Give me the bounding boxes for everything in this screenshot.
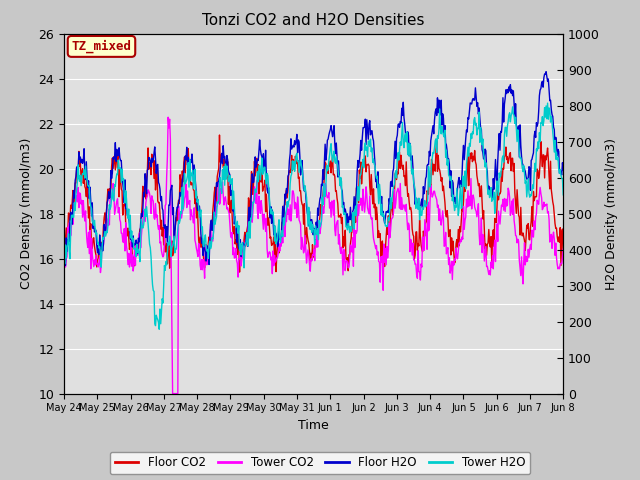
- Tower H2O: [60, 248, 68, 253]
- Floor H2O: [61, 263, 69, 268]
- Floor H2O: [513, 126, 521, 132]
- Line: Floor H2O: Floor H2O: [64, 72, 563, 265]
- Tower H2O: [194, 196, 202, 202]
- Floor CO2: [236, 269, 243, 275]
- Legend: Floor CO2, Tower CO2, Floor H2O, Tower H2O: Floor CO2, Tower CO2, Floor H2O, Tower H…: [110, 452, 530, 474]
- Floor H2O: [60, 240, 68, 246]
- Y-axis label: CO2 Density (mmol/m3): CO2 Density (mmol/m3): [20, 138, 33, 289]
- Tower CO2: [225, 208, 232, 214]
- Floor CO2: [74, 176, 82, 181]
- Line: Floor CO2: Floor CO2: [64, 135, 563, 272]
- Text: TZ_mixed: TZ_mixed: [72, 40, 131, 53]
- Floor CO2: [193, 194, 201, 200]
- Tower CO2: [164, 114, 172, 120]
- Floor H2O: [481, 146, 489, 152]
- Tower CO2: [169, 391, 177, 396]
- Tower CO2: [141, 218, 149, 224]
- Tower CO2: [482, 244, 490, 250]
- Line: Tower H2O: Tower H2O: [64, 103, 563, 329]
- Floor H2O: [542, 69, 550, 74]
- Floor H2O: [224, 157, 232, 163]
- Tower H2O: [513, 139, 521, 144]
- Line: Tower CO2: Tower CO2: [64, 117, 563, 394]
- Floor CO2: [141, 184, 149, 190]
- Tower H2O: [141, 206, 149, 212]
- Floor H2O: [75, 149, 83, 155]
- Tower H2O: [481, 164, 489, 170]
- Floor CO2: [216, 132, 223, 138]
- Floor H2O: [194, 207, 202, 213]
- Floor CO2: [514, 200, 522, 206]
- X-axis label: Time: Time: [298, 419, 329, 432]
- Floor CO2: [60, 244, 68, 250]
- Tower CO2: [514, 236, 522, 242]
- Floor CO2: [482, 241, 490, 247]
- Floor H2O: [142, 180, 150, 185]
- Floor CO2: [224, 159, 232, 165]
- Tower H2O: [559, 192, 567, 198]
- Floor H2O: [559, 167, 567, 173]
- Tower H2O: [544, 100, 552, 106]
- Tower H2O: [224, 169, 232, 175]
- Tower CO2: [74, 185, 82, 191]
- Floor CO2: [559, 254, 567, 260]
- Tower CO2: [60, 260, 68, 266]
- Tower H2O: [156, 326, 163, 332]
- Tower CO2: [195, 240, 202, 246]
- Tower H2O: [74, 162, 82, 168]
- Title: Tonzi CO2 and H2O Densities: Tonzi CO2 and H2O Densities: [202, 13, 425, 28]
- Y-axis label: H2O Density (mmol/m3): H2O Density (mmol/m3): [605, 138, 618, 289]
- Tower CO2: [559, 246, 567, 252]
